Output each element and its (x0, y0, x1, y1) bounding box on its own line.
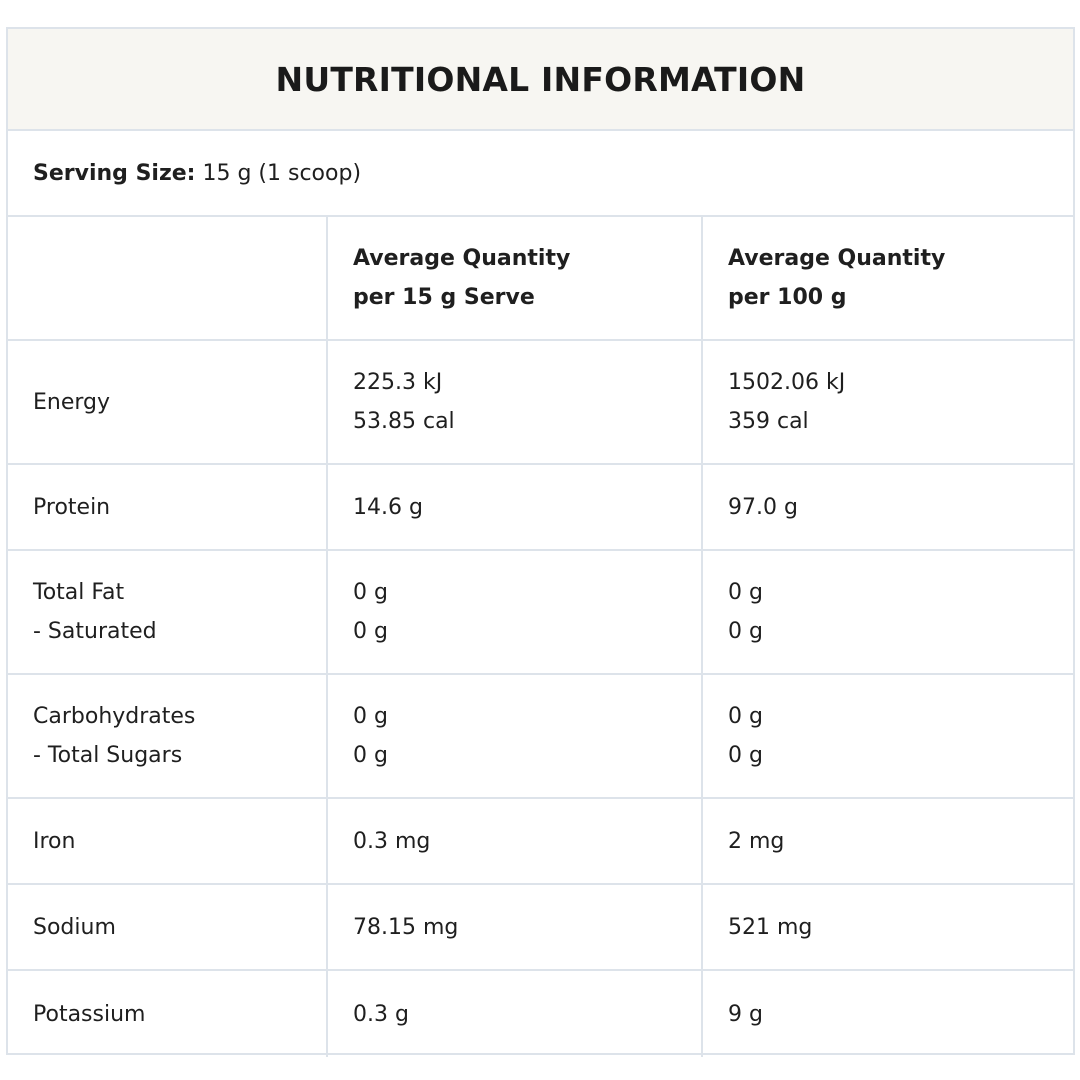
per-serve-cell-line: 0 g (353, 580, 388, 605)
per-serve-cell: 78.15 mg (328, 885, 703, 969)
per-100g-cell-line: 97.0 g (728, 494, 798, 520)
per-serve-cell-line: 0 g (353, 619, 388, 644)
header-per-100g-line2: per 100 g (728, 285, 847, 310)
nutrient-name-cell: Protein (8, 465, 328, 549)
table-row: Carbohydrates - Total Sugars 0 g 0 g 0 g 0 g (8, 675, 1073, 799)
per-100g-cell: 9 g (703, 971, 1073, 1057)
per-serve-cell: 14.6 g (328, 465, 703, 549)
table-row: Protein 14.6 g 97.0 g (8, 465, 1073, 551)
nutrient-name-cell-line: Protein (33, 494, 111, 520)
nutrient-name-cell-line: Carbohydrates (33, 704, 196, 729)
column-header-row: Average Quantity per 15 g Serve Average … (8, 217, 1073, 341)
nutrient-name-cell-line: Potassium (33, 1001, 146, 1027)
per-serve-cell-line: 0 g (353, 743, 388, 768)
nutrient-name-cell-line: Iron (33, 828, 76, 854)
per-100g-cell-line: 0 g (728, 743, 763, 768)
table-title: NUTRITIONAL INFORMATION (275, 59, 806, 99)
nutrient-name-cell: Total Fat - Saturated (8, 551, 328, 673)
serving-size-label: Serving Size: (33, 160, 196, 186)
table-row: Energy 225.3 kJ 53.85 cal 1502.06 kJ 359 cal (8, 341, 1073, 465)
per-serve-cell-line: 53.85 cal (353, 409, 455, 434)
per-serve-cell-line: 14.6 g (353, 494, 423, 520)
per-serve-cell: 225.3 kJ 53.85 cal (328, 341, 703, 463)
nutrient-name-cell: Potassium (8, 971, 328, 1057)
table-row: Sodium 78.15 mg 521 mg (8, 885, 1073, 971)
per-100g-cell: 0 g 0 g (703, 675, 1073, 797)
nutrient-name-cell-line: Total Fat (33, 580, 125, 605)
per-serve-cell: 0.3 g (328, 971, 703, 1057)
per-serve-cell-line: 78.15 mg (353, 914, 459, 940)
per-serve-cell: 0 g 0 g (328, 551, 703, 673)
header-per-serve: Average Quantity per 15 g Serve (328, 217, 703, 339)
per-serve-cell: 0 g 0 g (328, 675, 703, 797)
per-100g-cell-line: 0 g (728, 619, 763, 644)
per-serve-cell-line: 0 g (353, 704, 388, 729)
header-per-serve-line1: Average Quantity (353, 246, 571, 271)
serving-size-value: 15 g (1 scoop) (202, 160, 362, 186)
title-row: NUTRITIONAL INFORMATION (8, 29, 1073, 131)
nutrient-name-cell: Energy (8, 341, 328, 463)
per-100g-cell: 521 mg (703, 885, 1073, 969)
per-100g-cell: 97.0 g (703, 465, 1073, 549)
header-per-100g-line1: Average Quantity (728, 246, 946, 271)
per-serve-cell-line: 0.3 g (353, 1001, 409, 1027)
nutrient-name-cell-line: Energy (33, 389, 111, 415)
table-row: Potassium 0.3 g 9 g (8, 971, 1073, 1057)
nutrient-name-cell-line: - Saturated (33, 619, 157, 644)
per-serve-cell: 0.3 mg (328, 799, 703, 883)
per-100g-cell-line: 1502.06 kJ (728, 370, 846, 395)
table-row: Total Fat - Saturated 0 g 0 g 0 g 0 g (8, 551, 1073, 675)
header-nutrient (8, 217, 328, 339)
nutrient-name-cell: Sodium (8, 885, 328, 969)
nutrient-name-cell-line: Sodium (33, 914, 116, 940)
per-100g-cell-line: 9 g (728, 1001, 763, 1027)
nutrient-name-cell: Iron (8, 799, 328, 883)
per-serve-cell-line: 0.3 mg (353, 828, 431, 854)
per-100g-cell-line: 521 mg (728, 914, 813, 940)
header-per-serve-line2: per 15 g Serve (353, 285, 535, 310)
table-row: Iron 0.3 mg 2 mg (8, 799, 1073, 885)
per-100g-cell: 2 mg (703, 799, 1073, 883)
nutrient-name-cell: Carbohydrates - Total Sugars (8, 675, 328, 797)
per-100g-cell: 0 g 0 g (703, 551, 1073, 673)
header-per-100g: Average Quantity per 100 g (703, 217, 1073, 339)
nutrient-rows: Energy 225.3 kJ 53.85 cal 1502.06 kJ 359 cal… (8, 341, 1073, 1057)
per-100g-cell-line: 2 mg (728, 828, 785, 854)
per-serve-cell-line: 225.3 kJ (353, 370, 443, 395)
serving-size-row: Serving Size: 15 g (1 scoop) (8, 131, 1073, 217)
nutrition-table: NUTRITIONAL INFORMATION Serving Size: 15… (6, 27, 1075, 1057)
per-100g-cell-line: 0 g (728, 580, 763, 605)
per-100g-cell-line: 359 cal (728, 409, 809, 434)
per-100g-cell-line: 0 g (728, 704, 763, 729)
nutrient-name-cell-line: - Total Sugars (33, 743, 183, 768)
per-100g-cell: 1502.06 kJ 359 cal (703, 341, 1073, 463)
